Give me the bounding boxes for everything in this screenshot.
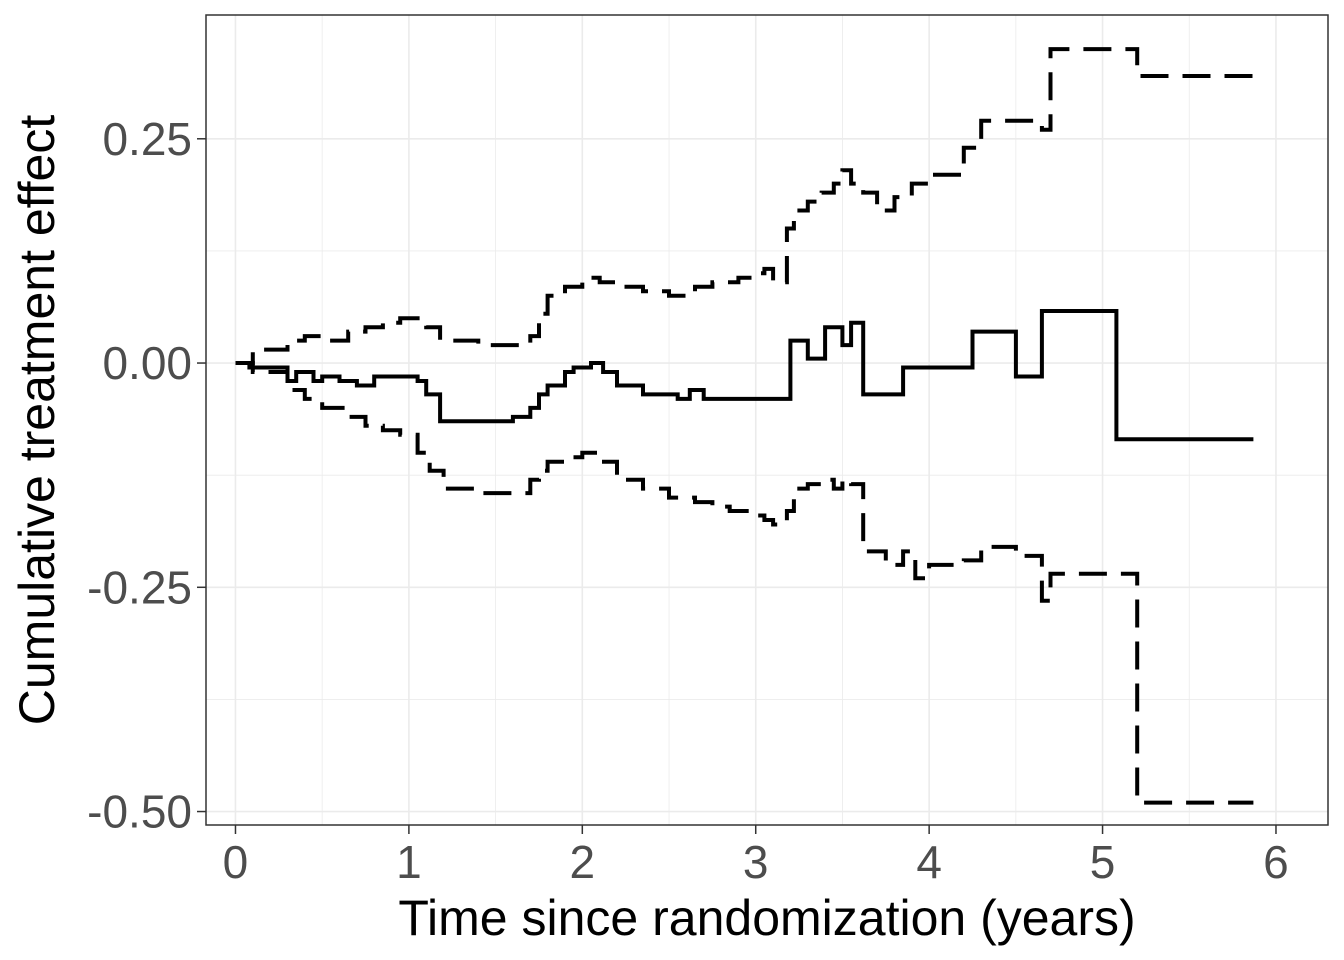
plot-panel-border <box>205 14 1329 826</box>
x-tick-label: 4 <box>916 836 942 888</box>
x-tick-label: 0 <box>223 836 249 888</box>
y-tick-label: 0.25 <box>102 113 192 165</box>
series-group <box>235 47 1254 805</box>
y-axis-title: Cumulative treatment effect <box>9 115 65 726</box>
y-tick-label: -0.50 <box>87 786 192 838</box>
y-tick-label: 0.00 <box>102 337 192 389</box>
x-tick-label: 1 <box>396 836 422 888</box>
x-tick-label: 6 <box>1263 836 1289 888</box>
x-tick-label: 2 <box>570 836 596 888</box>
x-axis-ticks: 0 1 2 3 4 5 6 <box>223 825 1289 888</box>
confidence-band-line-1 <box>235 47 1254 365</box>
estimate-line <box>235 309 1254 442</box>
x-tick-label: 5 <box>1090 836 1116 888</box>
plot-panel-background <box>206 15 1328 825</box>
grid-lines <box>206 15 1328 825</box>
confidence-band-line-2 <box>235 361 1254 805</box>
x-tick-label: 3 <box>743 836 769 888</box>
y-tick-label: -0.25 <box>87 561 192 613</box>
x-axis-title: Time since randomization (years) <box>398 890 1135 946</box>
y-axis-ticks: 0.25 0.00 -0.25 -0.50 <box>87 113 206 838</box>
